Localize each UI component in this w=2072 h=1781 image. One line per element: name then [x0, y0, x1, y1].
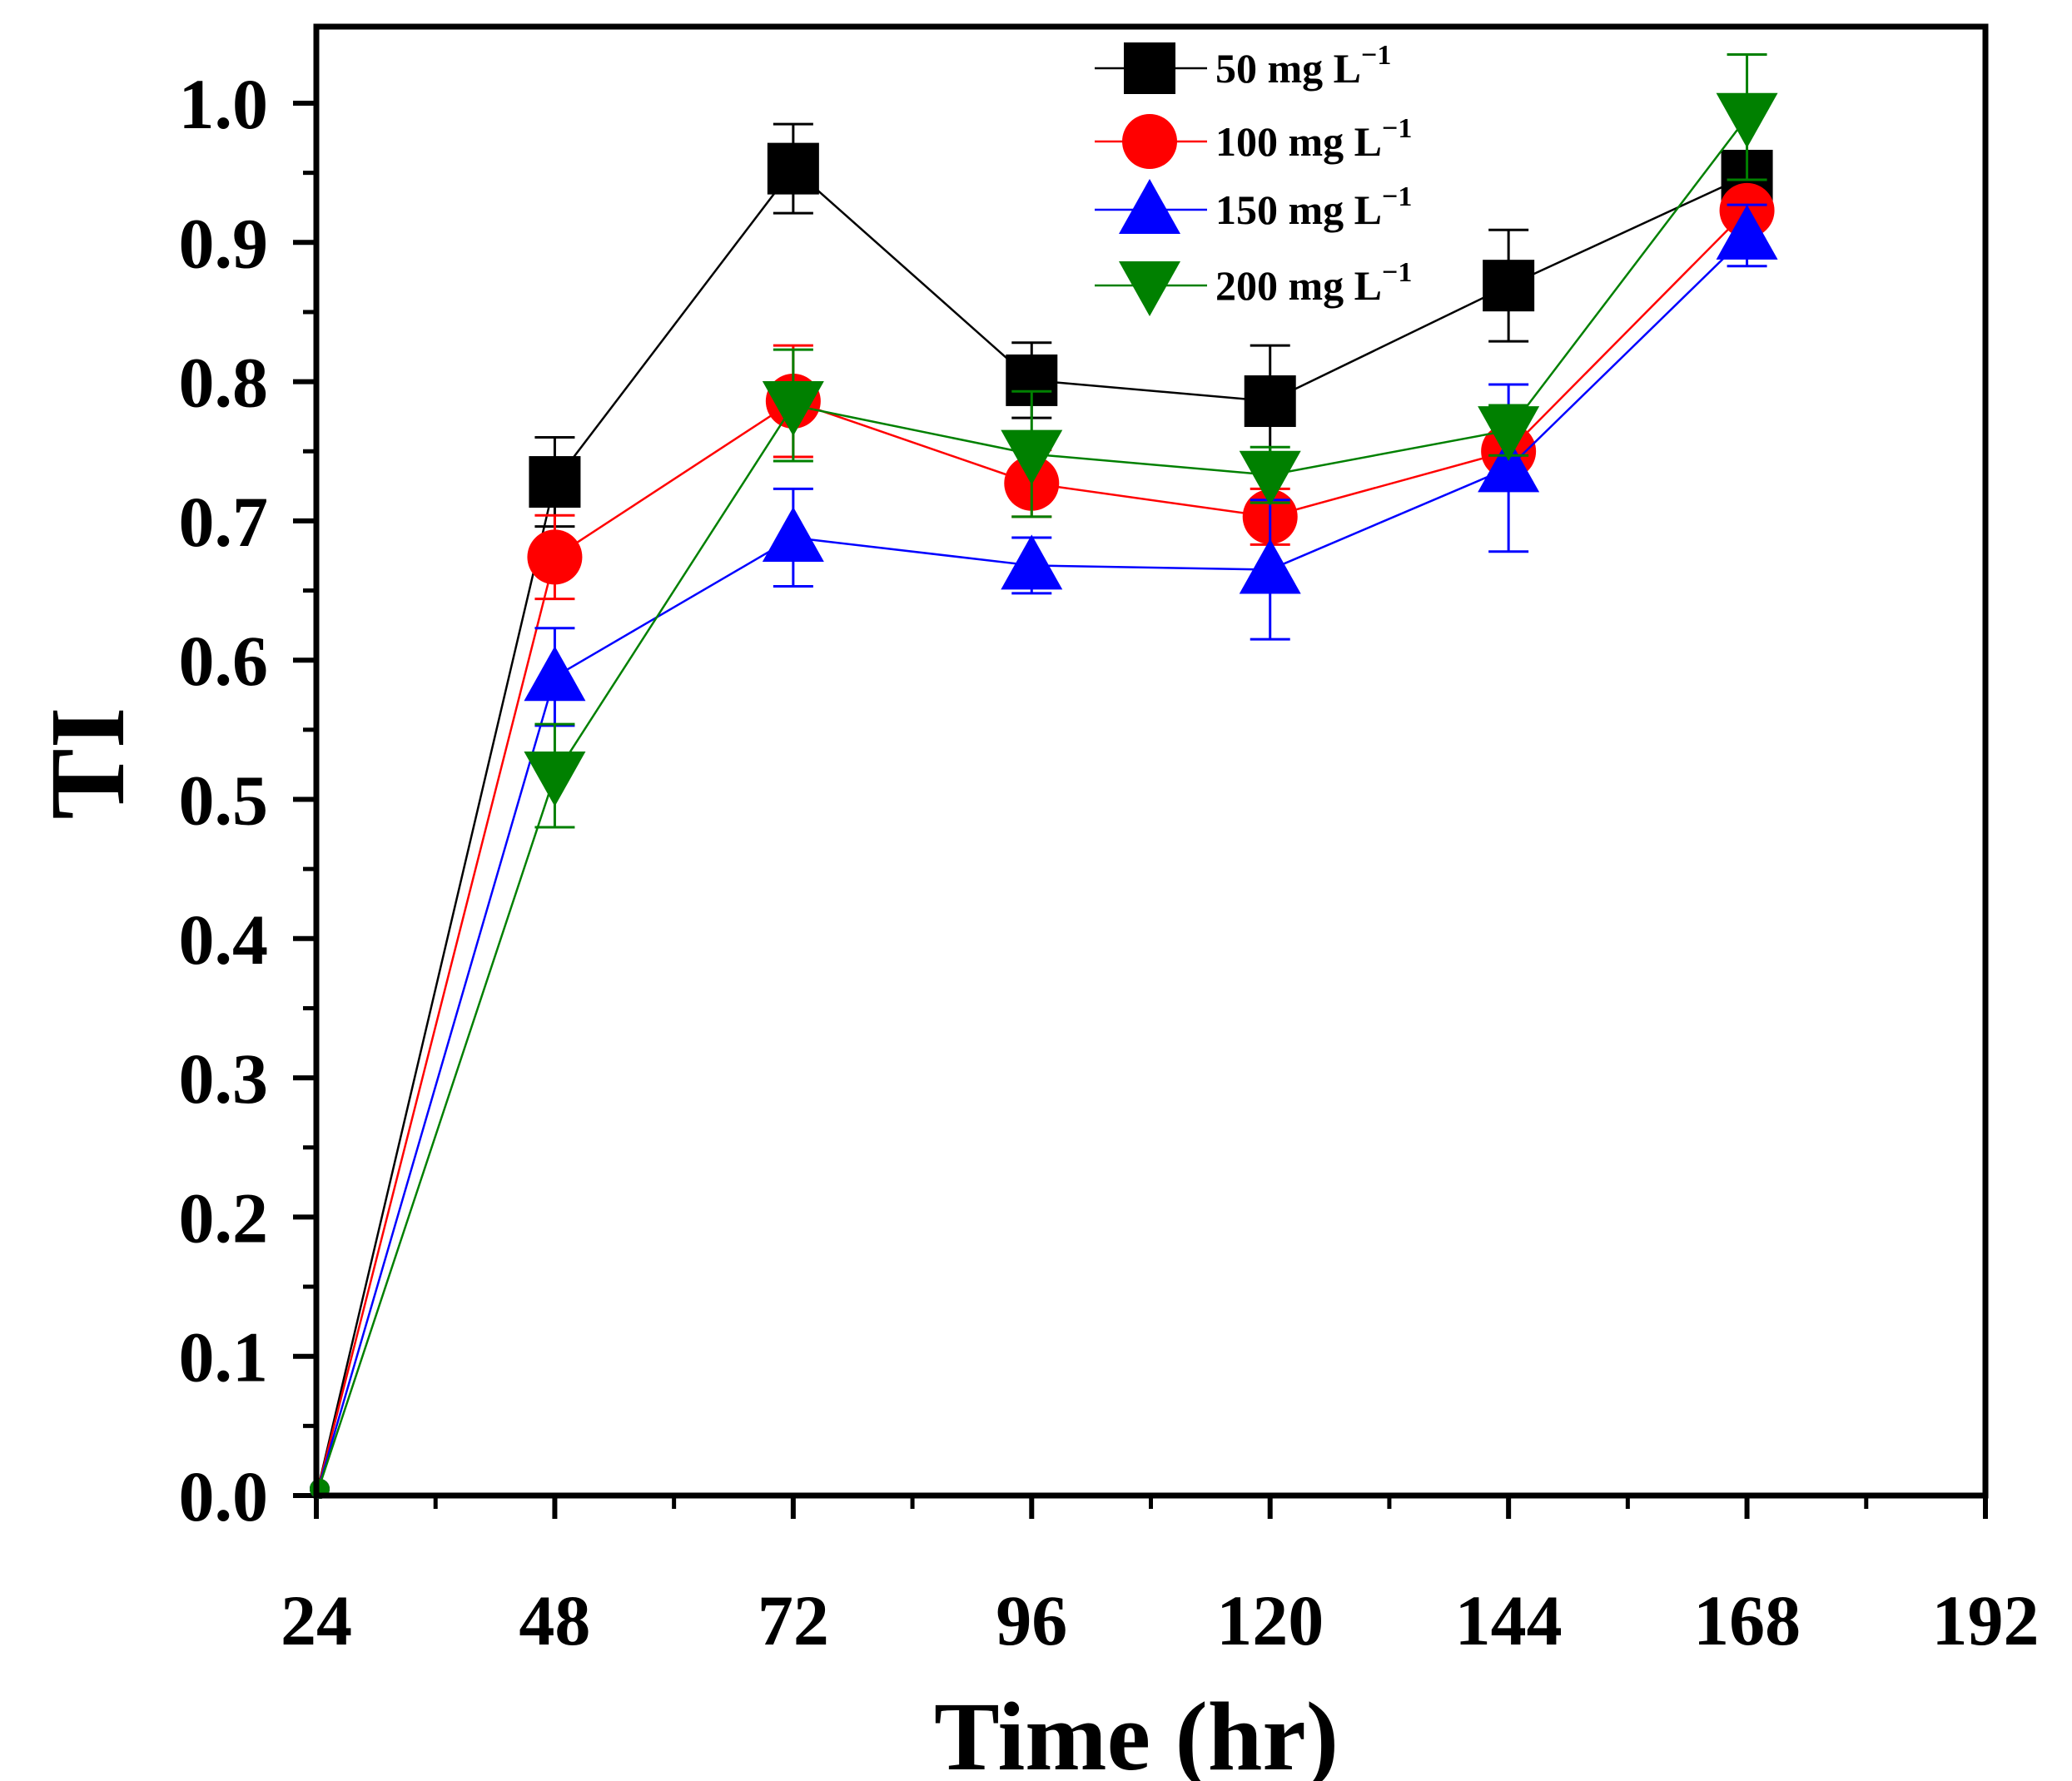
- y-tick-label: 1.0: [179, 64, 269, 144]
- data-point: [1239, 450, 1301, 506]
- legend-label: 200 mg L−1: [1215, 257, 1412, 309]
- data-point: [1716, 92, 1778, 148]
- x-tick-label: 144: [1455, 1580, 1563, 1660]
- data-point: [767, 142, 819, 195]
- y-axis-title: TI: [28, 707, 147, 819]
- plot-frame: [313, 23, 1989, 1499]
- axis-ticks: 24 48 72 96 120 144 168 192 0.0 0.1 0.2 0.3 0.4 0.5 0.…: [179, 64, 2040, 1660]
- series-line: [315, 116, 1748, 1496]
- data-point: [1478, 406, 1540, 462]
- legend-marker: [1119, 261, 1180, 316]
- y-tick-label: 0.8: [179, 343, 269, 423]
- y-tick-label: 0.5: [179, 761, 269, 841]
- series-1: [310, 122, 1773, 1499]
- y-tick-label: 0.4: [179, 900, 269, 980]
- y-tick-label: 0.1: [179, 1317, 269, 1397]
- data-point: [1483, 260, 1535, 312]
- x-tick-label: 24: [281, 1580, 352, 1660]
- legend-marker: [1119, 179, 1180, 234]
- legend-label: 50 mg L−1: [1215, 40, 1391, 92]
- legend-marker: [1124, 42, 1175, 94]
- data-point: [1244, 375, 1296, 428]
- y-tick-label: 0.0: [179, 1456, 269, 1536]
- legend-label-superscript: −1: [1382, 113, 1412, 144]
- data-point: [527, 529, 583, 585]
- series-3: [310, 203, 1778, 1499]
- legend-label-superscript: −1: [1361, 40, 1391, 71]
- legend-item: 200 mg L−1: [1095, 257, 1412, 316]
- y-tick-label: 0.7: [179, 482, 269, 562]
- data-point: [1239, 538, 1301, 594]
- data-point: [1478, 437, 1540, 493]
- legend-item: 50 mg L−1: [1095, 40, 1391, 94]
- legend-item: 150 mg L−1: [1095, 179, 1412, 234]
- y-tick-label: 0.6: [179, 621, 269, 701]
- y-tick-label: 0.2: [179, 1178, 269, 1258]
- x-tick-label: 168: [1693, 1580, 1801, 1660]
- data-point: [529, 456, 581, 509]
- legend-label-superscript: −1: [1382, 257, 1412, 288]
- x-tick-label: 120: [1216, 1580, 1324, 1660]
- legend-item: 100 mg L−1: [1095, 113, 1412, 169]
- legend-marker: [1122, 114, 1177, 169]
- x-axis-title: Time (hr): [934, 1682, 1339, 1781]
- x-tick-label: 48: [519, 1580, 590, 1660]
- x-tick-label: 192: [1932, 1580, 2040, 1660]
- data-point: [762, 381, 824, 437]
- legend-label: 150 mg L−1: [1215, 181, 1412, 233]
- series-4: [310, 52, 1778, 1499]
- legend-label: 100 mg L−1: [1215, 113, 1412, 165]
- y-tick-label: 0.3: [179, 1039, 269, 1119]
- x-tick-label: 72: [758, 1580, 829, 1660]
- x-tick-label: 96: [996, 1580, 1067, 1660]
- legend-label-superscript: −1: [1382, 181, 1412, 212]
- data-point: [1716, 204, 1778, 260]
- chart-series: [310, 52, 1778, 1499]
- data-point: [762, 506, 824, 562]
- data-point: [524, 646, 586, 702]
- data-point: [524, 752, 586, 807]
- data-point: [1001, 534, 1063, 590]
- legend: 50 mg L−1 100 mg L−1 150 mg L−1 200 mg L−1: [1095, 40, 1412, 316]
- data-point: [1001, 429, 1063, 485]
- y-tick-label: 0.9: [179, 203, 269, 283]
